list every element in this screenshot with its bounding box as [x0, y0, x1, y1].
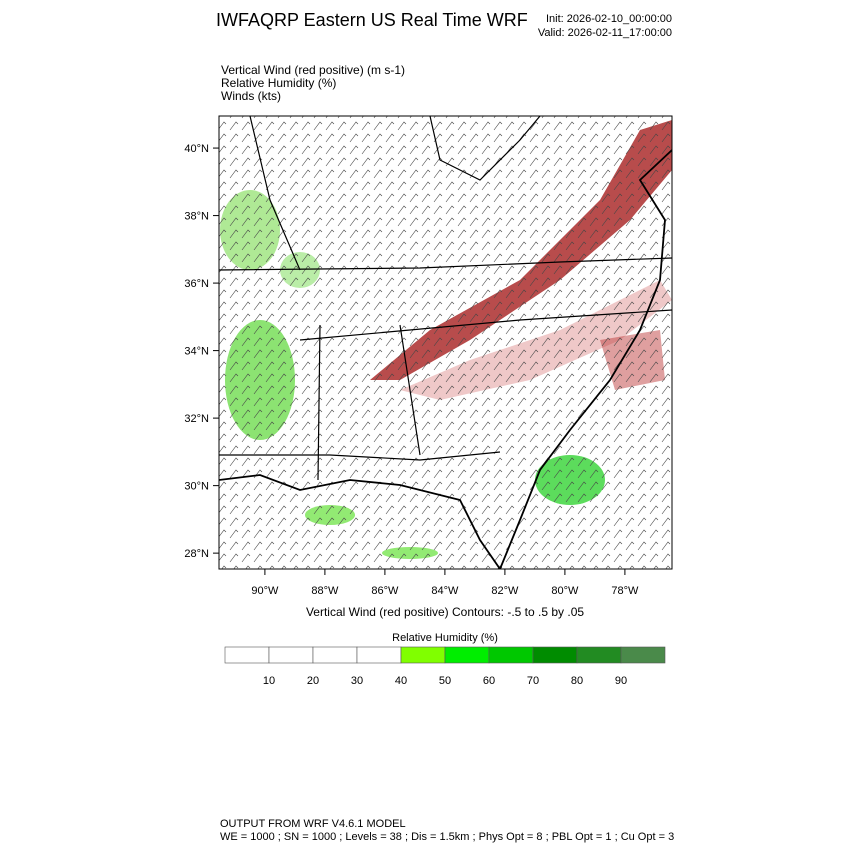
lon-label: 90°W: [251, 585, 279, 597]
field-label: Relative Humidity (%): [221, 76, 336, 90]
map-content: [219, 116, 672, 569]
lon-label: 86°W: [371, 585, 399, 597]
footer: OUTPUT FROM WRF V4.6.1 MODEL: [220, 818, 406, 830]
colorbar-box: [576, 646, 622, 664]
colorbar-label: 10: [263, 675, 275, 687]
colorbar-label: 60: [483, 675, 495, 687]
title: IWFAQRP Eastern US Real Time WRF: [216, 10, 528, 30]
lat-label: 32°N: [184, 413, 209, 425]
colorbar-label: 20: [307, 675, 319, 687]
contour-note: Vertical Wind (red positive) Contours: -…: [306, 605, 584, 619]
colorbar-label: 80: [571, 675, 583, 687]
lon-label: 88°W: [311, 585, 339, 597]
colorbar-box: [224, 646, 270, 664]
colorbar-title: Relative Humidity (%): [392, 632, 498, 644]
lat-label: 28°N: [184, 548, 209, 560]
lon-label: 84°W: [431, 585, 459, 597]
field-label: Winds (kts): [221, 89, 281, 103]
colorbar-label: 30: [351, 675, 363, 687]
colorbar-box: [444, 646, 490, 664]
colorbar-box: [268, 646, 314, 664]
lat-label: 36°N: [184, 278, 209, 290]
colorbar-label: 50: [439, 675, 451, 687]
colorbar-label: 40: [395, 675, 407, 687]
colorbar-box: [620, 646, 666, 664]
lat-label: 38°N: [184, 211, 209, 223]
colorbar-box: [532, 646, 578, 664]
valid: Valid: 2026-02-11_17:00:00: [538, 27, 672, 39]
colorbar-label: 90: [615, 675, 627, 687]
footer: WE = 1000 ; SN = 1000 ; Levels = 38 ; Di…: [220, 831, 674, 843]
init: Init: 2026-02-10_00:00:00: [546, 13, 672, 25]
lat-label: 40°N: [184, 143, 209, 155]
colorbar-box: [356, 646, 402, 664]
map-frame: [218, 115, 673, 570]
lon-label: 78°W: [611, 585, 639, 597]
colorbar-box: [312, 646, 358, 664]
field-label: Vertical Wind (red positive) (m s-1): [221, 63, 405, 77]
lon-label: 80°W: [551, 585, 579, 597]
colorbar-box: [400, 646, 446, 664]
colorbar-box: [488, 646, 534, 664]
lat-label: 30°N: [184, 481, 209, 493]
lon-label: 82°W: [491, 585, 519, 597]
colorbar-label: 70: [527, 675, 539, 687]
lat-label: 34°N: [184, 346, 209, 358]
